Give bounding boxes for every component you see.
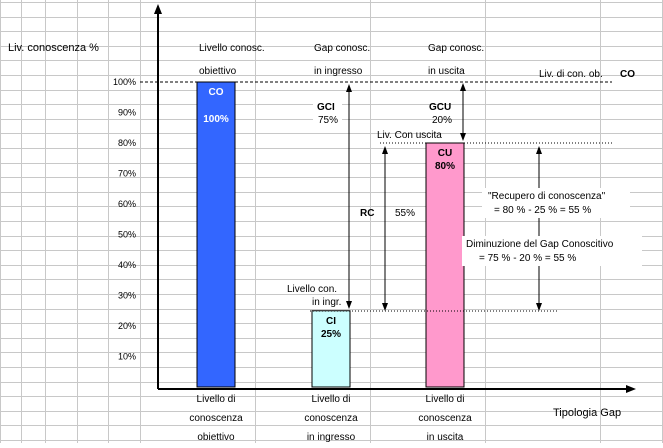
bar-value-cu: 80% (435, 161, 455, 172)
bar-code-co: CO (209, 87, 224, 98)
x-label-cu-3: in uscita (427, 432, 464, 443)
exit-level-label: Liv. Con uscita (377, 130, 442, 141)
decrease-line1: Diminuzione del Gap Conoscitivo (466, 239, 614, 250)
bar-ci (311, 310, 351, 388)
x-label-ci-3: in ingresso (307, 432, 356, 443)
y-tick-5: 50% (118, 230, 136, 240)
y-tick-10: 100% (113, 77, 136, 87)
y-tick-8: 80% (118, 138, 136, 148)
y-tick-4: 40% (118, 260, 136, 270)
x-label-co-3: obiettivo (197, 432, 235, 443)
bar-code-cu: CU (438, 148, 452, 159)
bar-cu (425, 142, 465, 388)
y-tick-3: 30% (118, 291, 136, 301)
y-axis-arrow (154, 4, 162, 14)
recovery-label-bg (482, 188, 630, 218)
header-obiettivo-line2: obiettivo (199, 66, 237, 77)
y-tick-6: 60% (118, 199, 136, 209)
bar-code-ci: CI (326, 316, 336, 327)
x-axis-label: Tipologia Gap (553, 407, 621, 419)
rc-value: 55% (395, 208, 415, 219)
x-label-ci-1: Livello di (312, 394, 351, 405)
decrease-label-bg (462, 236, 642, 266)
bar-value-co: 100% (203, 114, 229, 125)
rc-code: RC (360, 208, 374, 219)
recovery-line2: = 80 % - 25 % = 55 % (494, 205, 591, 216)
x-label-cu-1: Livello di (426, 394, 465, 405)
y-ticks: 10% 20% 30% 40% 50% 60% 70% 80% 90% 100% (113, 77, 136, 362)
header-uscita-line1: Gap conosc. (428, 43, 484, 54)
x-labels: Livello di conoscenza obiettivo Livello di c… (189, 394, 472, 443)
bars: CO 100% CI 25% CU 80% (196, 81, 465, 388)
x-axis-arrow (626, 385, 636, 393)
recovery-arrow (536, 146, 542, 311)
header-ingresso-line2: in ingresso (314, 66, 363, 77)
column-headers: Livello conosc. obiettivo Gap conosc. in… (199, 43, 484, 77)
decrease-line2: = 75 % - 20 % = 55 % (479, 253, 576, 264)
x-label-cu-2: conoscenza (418, 413, 472, 424)
entry-level-label-line2: in ingr. (312, 297, 341, 308)
y-tick-7: 70% (118, 169, 136, 179)
entry-level-label-line1: Livello con. (287, 284, 337, 295)
bar-co (196, 81, 236, 388)
gcu-code: GCU (429, 102, 451, 113)
x-label-co-1: Livello di (197, 394, 236, 405)
gci-label-bg (313, 98, 342, 126)
y-tick-2: 20% (118, 321, 136, 331)
target-line-code: CO (620, 69, 635, 80)
header-obiettivo-line1: Livello conosc. (199, 43, 265, 54)
target-line-label: Liv. di con. ob. (539, 69, 603, 80)
bar-value-ci: 25% (321, 329, 341, 340)
gcu-value: 20% (432, 115, 452, 126)
header-ingresso-line1: Gap conosc. (314, 43, 370, 54)
header-uscita-line2: in uscita (428, 66, 465, 77)
gci-code: GCI (317, 102, 335, 113)
x-label-co-2: conoscenza (189, 413, 243, 424)
y-tick-9: 90% (118, 108, 136, 118)
gci-arrow (346, 84, 352, 309)
rc-arrow (382, 146, 388, 311)
gci-value: 75% (318, 115, 338, 126)
x-label-ci-2: conoscenza (304, 413, 358, 424)
y-axis-label: Liv. conoscenza % (8, 42, 99, 54)
y-tick-1: 10% (118, 352, 136, 362)
recovery-line1: "Recupero di conoscenza" (488, 191, 606, 202)
gcu-arrow (460, 83, 466, 141)
